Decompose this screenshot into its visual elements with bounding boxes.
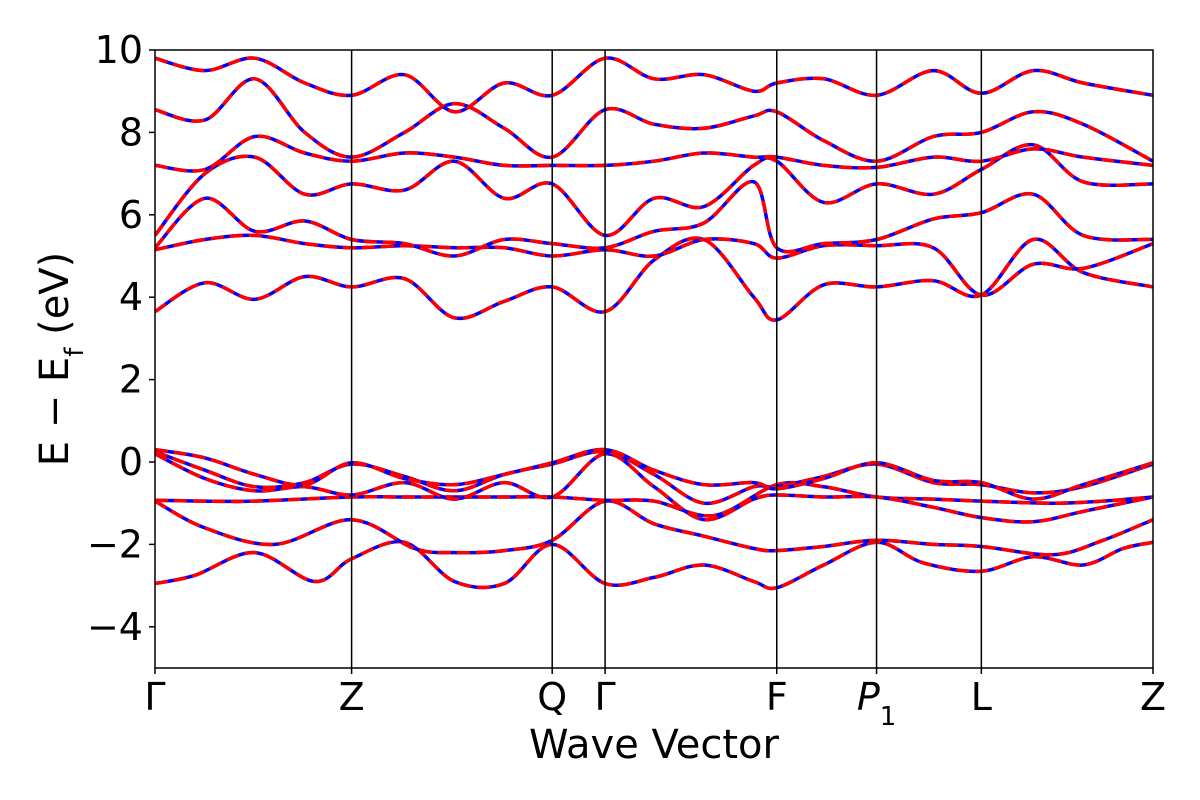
band-line-red-0 xyxy=(155,539,1153,591)
bands-layer xyxy=(155,56,1153,591)
band-line-red-7 xyxy=(155,233,1153,297)
x-tick-label-4: F xyxy=(766,675,788,719)
plot-frame xyxy=(154,49,1154,669)
y-tick-label-2: 0 xyxy=(119,440,143,484)
y-tick-label-3: 2 xyxy=(119,358,143,402)
band-line-red-5 xyxy=(155,447,1153,501)
y-axis-title: E − Ef (eV) xyxy=(32,252,90,467)
x-tick-label-symbol: Q xyxy=(537,675,567,719)
band-line-red-1 xyxy=(155,499,1153,557)
x-tick-label-symbol: F xyxy=(766,675,788,719)
y-tick-label-5: 6 xyxy=(119,193,143,237)
band-line-red-4 xyxy=(155,449,1153,505)
x-tick-label-7: Z xyxy=(1140,675,1166,719)
y-tick-label-4: 4 xyxy=(119,275,143,319)
y-tick-label-6: 8 xyxy=(119,110,143,154)
band-line-red-12 xyxy=(155,56,1153,114)
band-line-red-8 xyxy=(155,180,1153,258)
x-tick-label-symbol: Z xyxy=(1140,675,1166,719)
y-axis-title-main: E − E xyxy=(32,357,78,467)
x-tick-label-symbol: Γ xyxy=(595,675,616,719)
band-line-red-9 xyxy=(155,143,1153,238)
y-axis-title-sub: f xyxy=(60,347,90,357)
band-line-blue-12 xyxy=(155,56,1153,114)
band-line-red-11 xyxy=(155,77,1153,163)
x-tick-label-1: Z xyxy=(339,675,365,719)
x-tick-label-symbol: Z xyxy=(339,675,365,719)
x-tick-label-2: Q xyxy=(537,675,567,719)
y-axis-ticks: −4 −2 0 2 4 6 8 10 xyxy=(87,28,155,649)
band-line-red-6 xyxy=(155,236,1153,322)
x-tick-label-0: Γ xyxy=(144,675,165,719)
y-tick-label-7: 10 xyxy=(95,28,143,72)
band-line-red-3 xyxy=(155,452,1153,524)
y-tick-label-1: −2 xyxy=(87,522,143,566)
band-line-blue-11 xyxy=(155,77,1153,163)
band-line-blue-1 xyxy=(155,499,1153,557)
band-line-blue-6 xyxy=(155,236,1153,322)
x-tick-label-6: L xyxy=(971,675,992,719)
x-tick-label-3: Γ xyxy=(595,675,616,719)
x-tick-label-5: P1 xyxy=(857,675,896,732)
band-line-blue-4 xyxy=(155,449,1153,505)
x-axis-ticks: Γ Z Q Γ F P1 L Z xyxy=(144,668,1166,732)
high-symmetry-lines xyxy=(350,50,983,668)
x-tick-label-symbol: Γ xyxy=(144,675,165,719)
band-line-red-10 xyxy=(155,134,1153,173)
x-axis-title: Wave Vector xyxy=(529,722,780,768)
x-tick-label-subscript: 1 xyxy=(880,702,897,732)
x-tick-label-symbol: L xyxy=(971,675,992,719)
y-axis-title-unit: (eV) xyxy=(32,252,78,348)
x-tick-label-symbol: P xyxy=(857,675,880,719)
y-tick-label-0: −4 xyxy=(87,605,143,649)
